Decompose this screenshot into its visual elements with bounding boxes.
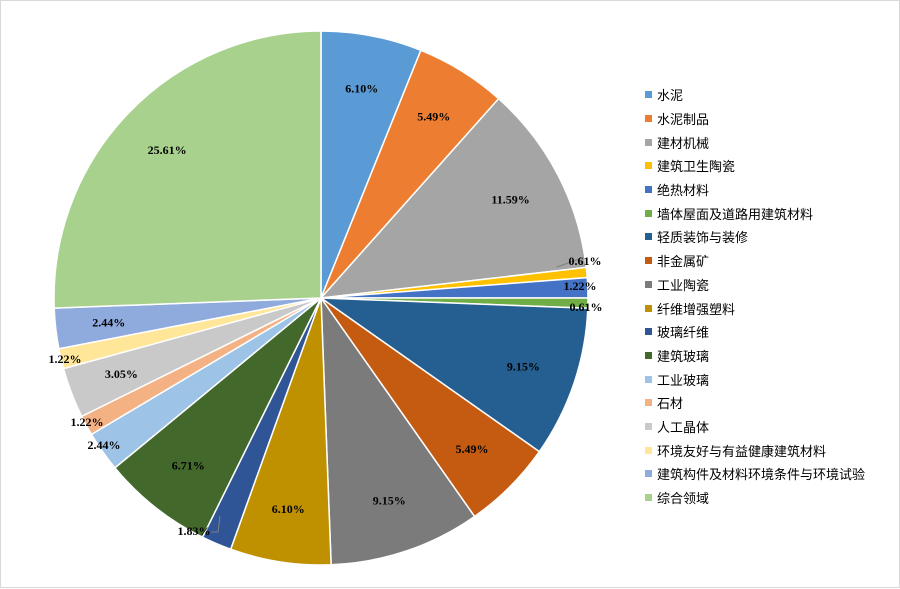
legend-swatch xyxy=(645,162,652,170)
legend-swatch xyxy=(645,375,652,383)
data-labels: 6.10% 5.49% 11.59% 0.61% 1.22% 0.61% 9.15% 5.49… xyxy=(49,81,603,538)
data-label: 6.10% xyxy=(272,502,305,516)
legend-label: 人工晶体 xyxy=(657,420,710,436)
legend-item: 建筑构件及材料环境条件与环境试验 xyxy=(645,462,895,486)
legend-item: 纤维增强塑料 xyxy=(645,296,895,320)
legend-item: 建筑玻璃 xyxy=(645,344,895,368)
pie-slices xyxy=(53,30,589,566)
legend-label: 建筑构件及材料环境条件与环境试验 xyxy=(657,468,866,484)
leader-lines xyxy=(211,258,580,533)
data-label: 2.44% xyxy=(88,438,121,452)
legend-label: 水泥制品 xyxy=(657,113,710,129)
legend-item: 绝热材料 xyxy=(645,178,895,202)
legend-label: 工业陶瓷 xyxy=(657,278,710,294)
pie-slice xyxy=(320,295,476,566)
legend-item: 水泥 xyxy=(645,83,895,107)
legend-swatch xyxy=(645,115,652,123)
legend-swatch xyxy=(645,91,652,99)
legend-label: 玻璃纤维 xyxy=(657,326,710,342)
legend-label: 非金属矿 xyxy=(657,255,710,271)
legend-item: 墙体屋面及道路用建筑材料 xyxy=(645,201,895,225)
legend-item: 综合领域 xyxy=(645,486,895,510)
data-label: 25.61% xyxy=(148,143,187,157)
legend-label: 建材机械 xyxy=(657,136,710,152)
legend-label: 建筑卫生陶瓷 xyxy=(657,160,736,176)
legend-item: 建筑卫生陶瓷 xyxy=(645,154,895,178)
legend-item: 工业陶瓷 xyxy=(645,273,895,297)
data-label: 6.10% xyxy=(345,81,378,95)
legend-swatch xyxy=(645,186,652,194)
legend-swatch xyxy=(645,257,652,265)
data-label: 6.71% xyxy=(172,458,205,472)
legend-label: 建筑玻璃 xyxy=(657,349,710,365)
legend-label: 环境友好与有益健康建筑材料 xyxy=(657,444,827,460)
legend-swatch xyxy=(645,351,652,359)
data-label: 1.22% xyxy=(71,415,104,429)
data-label: 1.83% xyxy=(178,524,211,538)
pie-slice xyxy=(319,97,588,299)
legend-label: 水泥 xyxy=(657,89,684,105)
pie-slice xyxy=(53,30,322,309)
legend-swatch xyxy=(645,494,652,502)
legend-swatch xyxy=(645,399,652,407)
legend-swatch xyxy=(645,138,652,146)
legend-label: 墙体屋面及道路用建筑材料 xyxy=(657,207,814,223)
legend-item: 工业玻璃 xyxy=(645,367,895,391)
data-label: 9.15% xyxy=(373,493,406,507)
legend-label: 石材 xyxy=(657,397,684,413)
legend-swatch xyxy=(645,304,652,312)
legend-swatch xyxy=(645,422,652,430)
legend-swatch xyxy=(645,470,652,478)
legend-item: 人工晶体 xyxy=(645,415,895,439)
leader-line xyxy=(211,515,221,533)
legend-item: 非金属矿 xyxy=(645,249,895,273)
legend: 水泥水泥制品建材机械建筑卫生陶瓷 绝热材料墙体屋面及道路用建筑材料 轻质装饰与装修非… xyxy=(645,83,895,509)
data-label: 2.44% xyxy=(92,315,125,329)
legend-item: 轻质装饰与装修 xyxy=(645,225,895,249)
data-label: 5.49% xyxy=(417,110,450,124)
data-label: 0.61% xyxy=(570,300,603,314)
data-label: 3.05% xyxy=(105,367,138,381)
legend-swatch xyxy=(645,446,652,454)
legend-item: 建材机械 xyxy=(645,130,895,154)
legend-label: 工业玻璃 xyxy=(657,373,710,389)
legend-swatch xyxy=(645,233,652,241)
data-label: 1.22% xyxy=(564,279,597,293)
data-label: 11.59% xyxy=(491,193,529,207)
legend-item: 水泥制品 xyxy=(645,107,895,131)
legend-label: 绝热材料 xyxy=(657,184,710,200)
legend-item: 玻璃纤维 xyxy=(645,320,895,344)
legend-label: 综合领域 xyxy=(657,492,710,508)
data-label: 1.22% xyxy=(49,352,82,366)
legend-swatch xyxy=(645,209,652,217)
legend-label: 纤维增强塑料 xyxy=(657,302,736,318)
legend-swatch xyxy=(645,328,652,336)
data-label: 0.61% xyxy=(569,254,602,268)
pie-slice xyxy=(113,297,322,539)
data-label: 5.49% xyxy=(456,442,489,456)
data-label: 9.15% xyxy=(507,359,540,373)
legend-label: 轻质装饰与装修 xyxy=(657,231,749,247)
leader-line xyxy=(556,258,580,268)
legend-item: 石材 xyxy=(645,391,895,415)
pie-slice xyxy=(318,297,589,453)
legend-item: 环境友好与有益健康建筑材料 xyxy=(645,438,895,462)
legend-swatch xyxy=(645,280,652,288)
